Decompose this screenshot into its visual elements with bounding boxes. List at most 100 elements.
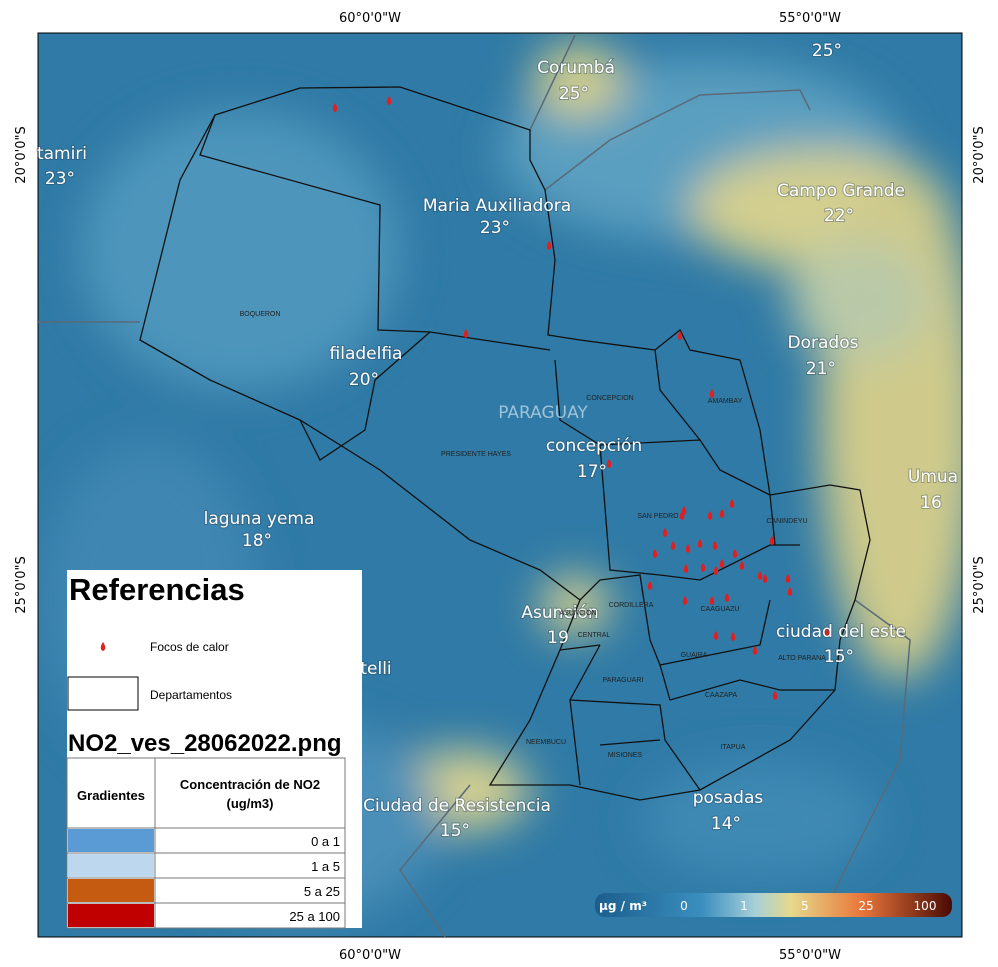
fire-point	[752, 646, 758, 655]
fire-point	[386, 96, 392, 105]
colorbar	[595, 893, 952, 917]
fire-point	[647, 581, 653, 590]
gradient-swatch	[68, 904, 154, 927]
fire-point	[685, 544, 691, 553]
gradient-label: 0 a 1	[311, 834, 340, 849]
table-header: Concentración de NO2	[180, 777, 320, 792]
place-name: Dorados	[788, 333, 859, 353]
department-label: CANINDEYU	[766, 518, 807, 525]
axis-label: 60°0'0"W	[339, 948, 401, 963]
colorbar-label: 1	[740, 899, 748, 913]
legend-table-grid	[66, 757, 346, 929]
fire-point	[709, 596, 715, 605]
place-temp: 17°	[577, 462, 607, 482]
axis-label: 25°0'0"S	[14, 556, 29, 613]
legend-title: Referencias	[69, 572, 245, 607]
fire-point	[724, 593, 730, 602]
fire-point	[739, 561, 745, 570]
legend-departments: Departamentos	[150, 688, 232, 702]
place-temp: 14°	[711, 814, 741, 834]
fire-point	[682, 596, 688, 605]
department-label: ITAPUA	[721, 744, 746, 751]
legend-fires: Focos de calor	[150, 640, 229, 654]
department-label: CORDILLERA	[609, 602, 654, 609]
place-name: filadelfia	[330, 344, 403, 364]
colorbar-unit: µg / m³	[599, 899, 647, 913]
fire-point	[729, 499, 735, 508]
fire-point	[719, 509, 725, 518]
fire-points	[332, 96, 830, 700]
place-name: Corumbá	[537, 58, 615, 78]
place-name: Asunción	[521, 603, 598, 623]
fire-point	[606, 459, 612, 468]
department-label: NEEMBUCU	[526, 739, 566, 746]
place-name: laguna yema	[204, 509, 315, 529]
place-name: posadas	[693, 788, 764, 808]
place-temp: 16	[920, 493, 942, 513]
axis-label: 20°0'0"S	[14, 126, 29, 183]
gradient-swatch	[68, 879, 154, 902]
legend-image-name: NO2_ves_28062022.png	[68, 730, 342, 757]
department-label: SAN PEDRO	[637, 513, 679, 520]
fire-point	[712, 541, 718, 550]
axis-label: 55°0'0"W	[779, 948, 841, 963]
fire-point	[713, 631, 719, 640]
department-label: PRESIDENTE HAYES	[441, 451, 511, 458]
legend-dept-swatch	[67, 676, 139, 711]
fire-point	[670, 541, 676, 550]
place-name: Campo Grande	[777, 181, 905, 201]
gradient-label: 5 a 25	[304, 884, 340, 899]
place-name: PARAGUAY	[498, 403, 588, 423]
axis-label: 20°0'0"S	[972, 126, 987, 183]
paraguay-outline	[139, 86, 871, 801]
table-header: Gradientes	[77, 788, 145, 803]
fire-point	[730, 632, 736, 641]
colorbar-label: 25	[858, 899, 873, 913]
fire-point	[769, 536, 775, 545]
department-label: BOQUERON	[240, 311, 281, 318]
colorbar-label: 100	[914, 899, 937, 913]
legend-fire-icon	[100, 642, 106, 651]
department-label: CENTRAL	[578, 632, 611, 639]
borders	[38, 34, 911, 938]
place-temp: 25°	[559, 84, 589, 104]
fire-point	[677, 331, 683, 340]
map-frame	[37, 32, 963, 938]
place-temp: 20°	[349, 370, 379, 390]
axis-label: 55°0'0"W	[779, 11, 841, 26]
department-label: PARAGUARI	[603, 677, 644, 684]
place-temp: 15°	[824, 647, 854, 667]
place-temp: 15°	[440, 821, 470, 841]
place-name: Umua	[908, 467, 958, 487]
department-label: CAAGUAZU	[701, 606, 740, 613]
fire-point	[713, 566, 719, 575]
fire-point	[762, 574, 768, 583]
colorbar-label: 0	[680, 899, 688, 913]
place-name: Ciudad de Resistencia	[363, 796, 551, 816]
fire-point	[683, 564, 689, 573]
fire-point	[732, 549, 738, 558]
place-name: concepción	[546, 436, 642, 456]
fire-point	[662, 528, 668, 537]
place-temp: 25°	[812, 41, 842, 61]
fire-point	[772, 691, 778, 700]
axis-label: 60°0'0"W	[339, 11, 401, 26]
fire-point	[463, 329, 469, 338]
place-temp: 21°	[806, 359, 836, 379]
gradient-swatch	[68, 854, 154, 877]
fire-point	[785, 574, 791, 583]
gradient-swatch	[68, 829, 154, 852]
department-label: AMAMBAY	[708, 398, 743, 405]
department-label: CAAZAPA	[705, 692, 737, 699]
fire-point	[679, 511, 685, 520]
place-name: telli	[360, 659, 391, 679]
department-label: ASUNCION	[560, 610, 597, 617]
place-temp: 22°	[824, 206, 854, 226]
fire-point	[824, 628, 830, 637]
place-name: tamiri	[37, 144, 87, 164]
place-name: ciudad del este	[776, 622, 906, 642]
fire-point	[652, 549, 658, 558]
department-label: MISIONES	[608, 752, 643, 759]
fire-point	[700, 563, 706, 572]
